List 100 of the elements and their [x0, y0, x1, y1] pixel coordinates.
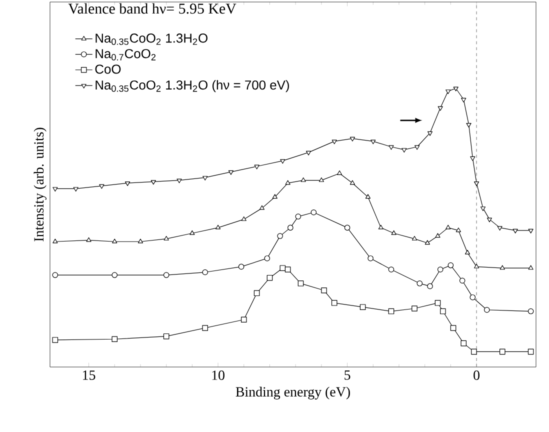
point — [310, 209, 317, 216]
point — [280, 265, 286, 271]
point — [437, 266, 444, 272]
point — [528, 348, 534, 355]
point — [388, 145, 394, 150]
point — [435, 233, 440, 238]
point — [264, 255, 270, 262]
point — [388, 266, 394, 272]
legend-label: Na$_{0.7}$CoO$_{2}$ — [96, 49, 156, 60]
point — [259, 205, 265, 210]
point — [176, 178, 182, 184]
point — [486, 218, 492, 222]
point — [470, 294, 476, 300]
point — [427, 283, 433, 290]
point — [450, 325, 456, 331]
point — [288, 224, 294, 231]
point — [163, 272, 170, 278]
point — [388, 308, 394, 314]
point — [52, 337, 58, 343]
point — [285, 180, 290, 185]
point — [427, 131, 433, 136]
point — [480, 206, 486, 212]
point — [254, 290, 260, 296]
chart-title: Valence band hν= 5.95 KeV — [68, 3, 236, 14]
point — [402, 148, 407, 153]
point — [277, 233, 283, 239]
point — [266, 274, 273, 281]
point — [412, 306, 418, 312]
point — [456, 228, 461, 232]
point — [202, 176, 208, 180]
x-tick-label: 5 — [344, 370, 350, 380]
point — [298, 280, 304, 286]
point — [112, 238, 118, 244]
point — [474, 182, 480, 186]
point — [202, 269, 208, 276]
point — [164, 236, 169, 240]
point — [460, 340, 467, 346]
point — [350, 180, 355, 185]
point — [99, 184, 104, 189]
point — [350, 136, 355, 142]
point — [497, 226, 502, 231]
point — [280, 159, 286, 164]
point — [241, 216, 246, 221]
point — [440, 308, 446, 314]
point — [306, 150, 312, 156]
point — [163, 333, 170, 340]
point — [125, 182, 130, 186]
point — [370, 140, 376, 144]
point — [446, 224, 451, 230]
point — [512, 228, 518, 234]
point — [464, 250, 470, 254]
point — [424, 240, 430, 245]
point — [228, 170, 234, 175]
x-tick-label: 15 — [83, 370, 96, 380]
point — [295, 214, 302, 220]
point — [52, 272, 58, 278]
point — [365, 194, 371, 199]
point — [318, 177, 324, 182]
point — [284, 266, 291, 272]
legend-label: CoO — [95, 64, 121, 74]
point — [112, 272, 118, 278]
point — [150, 180, 156, 185]
point — [331, 300, 338, 306]
point — [500, 265, 505, 270]
point — [459, 278, 466, 284]
point — [500, 348, 506, 355]
x-tick-label: 0 — [474, 370, 480, 380]
point — [52, 187, 58, 192]
point — [238, 264, 244, 270]
point — [416, 280, 423, 286]
legend-label: Na$_{0.35}$CoO$_{2}$ 1.3H$_{2}$O (hν = 700 eV) — [96, 80, 289, 92]
point — [378, 224, 384, 230]
point — [528, 265, 534, 270]
point — [453, 86, 458, 92]
point — [300, 177, 306, 182]
point — [474, 264, 480, 268]
point — [332, 140, 337, 144]
point — [202, 325, 208, 331]
point — [446, 90, 451, 94]
point — [112, 336, 118, 342]
point — [412, 236, 418, 240]
y-axis-title: Intensity (arb. units) — [34, 128, 46, 242]
point — [138, 238, 144, 244]
point — [368, 255, 374, 262]
point — [528, 228, 534, 234]
point — [240, 316, 247, 323]
point — [254, 164, 260, 170]
point — [73, 187, 78, 192]
point — [344, 224, 350, 231]
point — [215, 224, 221, 230]
point — [438, 106, 443, 111]
point — [336, 170, 342, 175]
x-tick-label: 10 — [212, 370, 224, 380]
point — [461, 98, 466, 102]
point — [434, 300, 441, 306]
legend-label: Na$_{0.35}$CoO$_{2}$ 1.3H$_{2}$O — [96, 34, 208, 45]
point — [414, 145, 420, 150]
point — [471, 348, 477, 355]
point — [190, 230, 195, 235]
point — [321, 287, 327, 294]
